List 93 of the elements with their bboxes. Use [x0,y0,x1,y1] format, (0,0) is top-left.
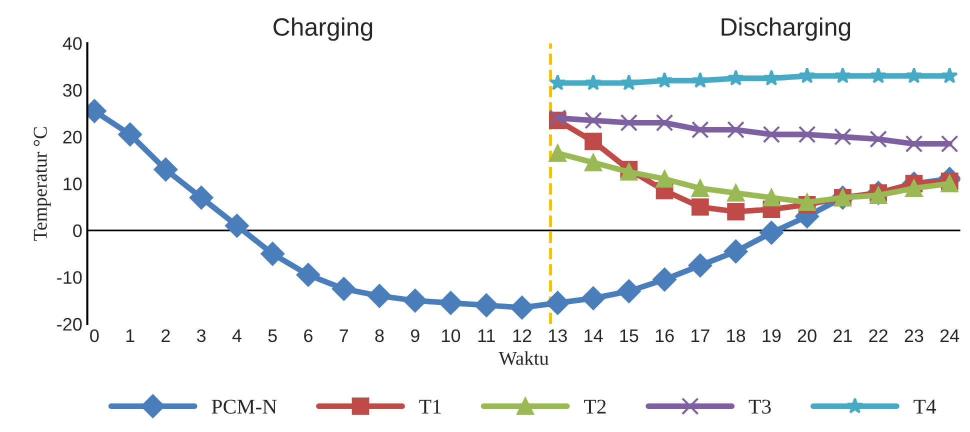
point [584,132,602,150]
x-tick-label: 4 [232,330,242,342]
point [368,284,392,308]
x-tick-label: 24 [940,329,960,342]
point [652,268,676,292]
point [692,121,709,138]
point [762,126,780,144]
y-tick-label: -20 [57,318,82,331]
point [548,144,566,162]
point [727,202,744,220]
point [727,121,744,138]
point [225,214,249,238]
point [546,291,570,315]
x-tick-label: 10 [442,329,460,342]
point [834,128,852,146]
legend-label: T1 [419,400,441,414]
x-tick-label: 12 [513,329,532,342]
x-tick-label: 21 [834,329,852,342]
x-tick-label: 20 [798,329,816,342]
point [260,242,284,266]
x-tick-label: 9 [410,329,420,342]
point [798,67,816,84]
point [403,288,427,312]
point [688,254,712,278]
point [834,67,852,84]
point [332,277,356,301]
legend-label: T4 [914,400,936,414]
point [656,72,673,88]
x-tick-label: 5 [268,330,277,342]
text: Charging [274,18,372,41]
point [941,67,958,84]
point [656,114,674,132]
x-tick-label: 15 [620,330,638,342]
point [762,188,780,206]
x-tick-label: 7 [340,330,348,342]
point [296,263,320,287]
point [905,180,923,197]
point [692,72,708,88]
point [798,126,816,144]
y-tick-label: 40 [62,37,82,50]
x-tick-label: 6 [304,329,312,342]
point [692,180,709,197]
x-tick-label: 18 [727,329,746,342]
point [510,296,534,320]
x-tick-label: 13 [548,329,567,342]
point [763,70,780,86]
point [189,186,214,210]
x-tick-label: 0 [90,329,99,342]
point [692,198,709,216]
point [617,279,641,304]
legend-label: PCM-N [212,400,277,414]
point [940,135,958,153]
legend-label: T3 [748,400,771,414]
point [906,67,922,84]
point [620,74,638,90]
point [727,184,744,202]
x-tick-label: 2 [162,329,170,342]
x-tick-label: 14 [584,330,603,342]
y-tick-label: 30 [63,84,82,97]
point [620,114,638,132]
x-tick-label: 1 [126,330,134,342]
point [656,170,674,188]
x-tick-label: 19 [762,329,781,342]
point [905,135,923,153]
point [728,70,744,86]
x-tick-label: 22 [869,329,888,342]
x-tick-label: 17 [692,330,710,342]
point [154,158,178,182]
legend-label: T2 [584,400,606,414]
point [118,122,142,146]
x-tick-label: 3 [196,329,206,342]
point [870,67,887,84]
y-tick-label: -10 [57,271,82,284]
x-tick-label: 16 [656,329,674,342]
x-tick-label: 23 [904,329,924,342]
point [584,112,602,130]
x-axis-title: Waktu [498,351,549,366]
point [438,291,463,315]
point [549,74,566,90]
y-tick-label: 10 [64,178,82,190]
point [581,286,606,310]
point [724,240,748,264]
y-axis-title: Temperatur °C [34,127,51,241]
x-tick-label: 11 [478,330,495,342]
point [474,293,498,318]
text: Discharging [722,18,850,41]
point [870,130,888,148]
point [584,74,602,90]
point [584,154,602,172]
y-tick-label: 0 [73,224,82,238]
x-tick-label: 8 [375,329,384,342]
y-tick-label: 20 [63,130,82,144]
point [760,220,784,245]
